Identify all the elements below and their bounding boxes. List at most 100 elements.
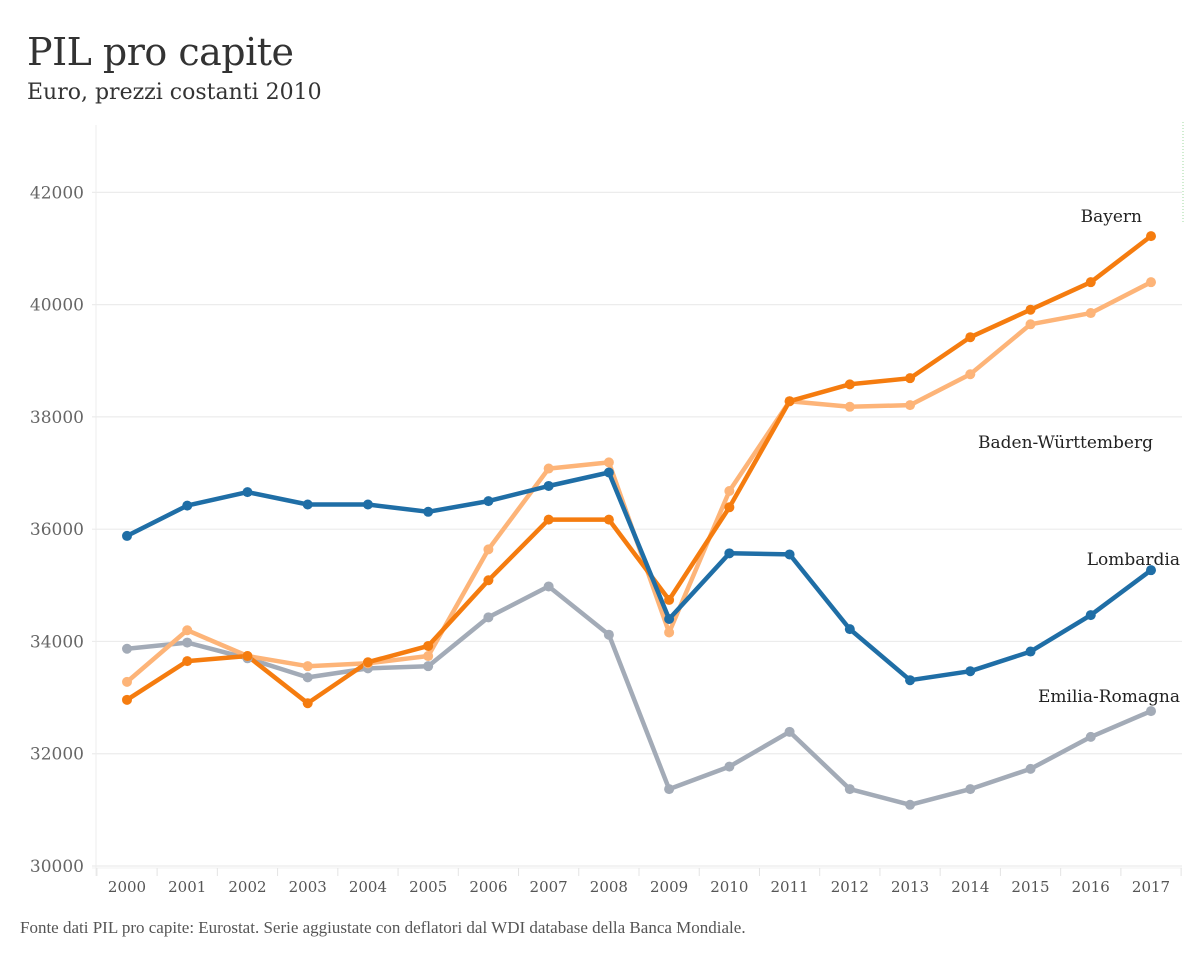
data-point-bayern	[122, 694, 132, 705]
data-point-baden-w-rttemberg	[122, 676, 132, 687]
data-point-baden-w-rttemberg	[1025, 319, 1036, 330]
x-tick-label: 2011	[770, 878, 808, 896]
series-labels: Bayern Baden-Württemberg Lombardia Emilia-R…	[978, 207, 1180, 707]
data-point-emilia-romagna	[965, 784, 976, 795]
data-point-lombardia	[1025, 646, 1036, 657]
gridlines	[92, 122, 1184, 876]
data-point-bayern	[664, 594, 675, 605]
x-tick-label: 2000	[108, 878, 146, 896]
data-point-baden-w-rttemberg	[423, 651, 434, 662]
x-tick-label: 2004	[349, 878, 387, 896]
data-point-baden-w-rttemberg	[182, 625, 193, 636]
series-label-lombardia: Lombardia	[1087, 550, 1180, 570]
data-point-lombardia	[1146, 565, 1156, 576]
data-point-lombardia	[483, 496, 494, 507]
series-points	[122, 231, 1156, 810]
data-point-lombardia	[543, 480, 554, 491]
data-point-bayern	[362, 657, 373, 668]
x-tick-label: 2017	[1132, 878, 1170, 896]
y-tick-label: 42000	[30, 183, 84, 203]
chart-title: PIL pro capite	[27, 30, 294, 74]
x-tick-label: 2012	[831, 878, 869, 896]
data-point-baden-w-rttemberg	[603, 457, 614, 468]
x-tick-label: 2009	[650, 878, 688, 896]
data-point-emilia-romagna	[844, 784, 855, 795]
data-point-baden-w-rttemberg	[1146, 277, 1156, 288]
x-tick-label: 2005	[409, 878, 447, 896]
data-point-baden-w-rttemberg	[664, 627, 675, 638]
x-tick-label: 2016	[1072, 878, 1110, 896]
data-point-lombardia	[362, 499, 373, 510]
data-point-bayern	[844, 379, 855, 390]
series-label-bayern: Bayern	[1081, 207, 1142, 227]
x-tick-label: 2014	[951, 878, 989, 896]
x-tick-label: 2008	[590, 878, 628, 896]
data-point-emilia-romagna	[182, 637, 193, 648]
data-point-emilia-romagna	[664, 784, 675, 795]
x-tick-label: 2007	[530, 878, 568, 896]
series-points-bayern	[122, 231, 1156, 709]
data-point-bayern	[965, 332, 976, 343]
source-note: Fonte dati PIL pro capite: Eurostat. Ser…	[20, 918, 746, 937]
x-tick-label: 2015	[1011, 878, 1049, 896]
data-point-bayern	[905, 373, 916, 384]
data-point-bayern	[182, 656, 193, 667]
data-point-lombardia	[905, 675, 916, 686]
x-tick-label: 2003	[289, 878, 327, 896]
data-point-bayern	[724, 502, 735, 513]
series-label-emilia-romagna: Emilia-Romagna	[1038, 687, 1180, 707]
y-tick-label: 30000	[30, 857, 84, 877]
data-point-bayern	[1025, 304, 1036, 315]
data-point-bayern	[302, 698, 313, 709]
series-line-emilia-romagna	[124, 584, 1154, 808]
data-point-lombardia	[182, 500, 193, 511]
series-lines	[124, 233, 1154, 808]
series-points-baden-w-rttemberg	[122, 277, 1156, 687]
data-point-lombardia	[1085, 610, 1096, 621]
data-point-bayern	[483, 575, 494, 586]
data-point-bayern	[423, 640, 434, 651]
x-axis: 2000 2001 2002 2003 2004 2005 2006 2007 2008 2009…	[92, 867, 1182, 896]
data-point-emilia-romagna	[423, 661, 434, 672]
y-tick-label: 38000	[30, 408, 84, 428]
x-tick-label: 2010	[710, 878, 748, 896]
data-point-baden-w-rttemberg	[1085, 308, 1096, 319]
chart-subtitle: Euro, prezzi costanti 2010	[27, 80, 322, 105]
y-axis: 30000 32000 34000 36000 38000 40000 42000	[30, 183, 84, 877]
data-point-lombardia	[844, 624, 855, 635]
data-point-lombardia	[242, 487, 253, 498]
y-tick-label: 36000	[30, 520, 84, 540]
data-point-lombardia	[122, 530, 132, 541]
x-tick-label: 2006	[469, 878, 507, 896]
data-point-emilia-romagna	[724, 761, 735, 772]
data-point-baden-w-rttemberg	[724, 486, 735, 497]
data-point-emilia-romagna	[784, 726, 795, 737]
data-point-lombardia	[423, 506, 434, 517]
data-point-lombardia	[784, 549, 795, 560]
data-point-emilia-romagna	[603, 629, 614, 640]
data-point-baden-w-rttemberg	[483, 544, 494, 555]
data-point-emilia-romagna	[302, 672, 313, 683]
data-point-lombardia	[724, 548, 735, 559]
y-tick-label: 40000	[30, 296, 84, 316]
data-point-emilia-romagna	[1025, 763, 1036, 774]
data-point-baden-w-rttemberg	[905, 400, 916, 411]
data-point-bayern	[242, 651, 253, 662]
data-point-baden-w-rttemberg	[302, 661, 313, 672]
data-point-baden-w-rttemberg	[543, 463, 554, 474]
data-point-bayern	[784, 396, 795, 407]
data-point-lombardia	[302, 499, 313, 510]
data-point-baden-w-rttemberg	[965, 369, 976, 380]
series-points-lombardia	[122, 467, 1156, 686]
x-tick-label: 2001	[168, 878, 206, 896]
data-point-bayern	[543, 514, 554, 525]
data-point-baden-w-rttemberg	[844, 401, 855, 412]
data-point-lombardia	[603, 467, 614, 478]
series-label-baden-w-rttemberg: Baden-Württemberg	[978, 433, 1153, 453]
data-point-bayern	[603, 514, 614, 525]
y-tick-label: 34000	[30, 632, 84, 652]
x-tick-label: 2013	[891, 878, 929, 896]
data-point-emilia-romagna	[122, 643, 132, 654]
data-point-emilia-romagna	[905, 799, 916, 810]
